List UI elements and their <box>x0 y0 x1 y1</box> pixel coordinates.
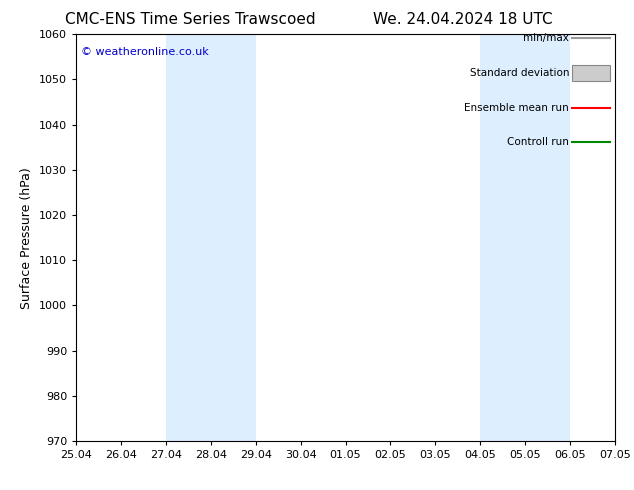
Text: © weatheronline.co.uk: © weatheronline.co.uk <box>81 47 209 56</box>
Y-axis label: Surface Pressure (hPa): Surface Pressure (hPa) <box>20 167 34 309</box>
Text: min/max: min/max <box>523 33 569 44</box>
Text: Controll run: Controll run <box>507 137 569 147</box>
Bar <box>480 34 570 441</box>
Text: Standard deviation: Standard deviation <box>470 68 569 78</box>
Text: Ensemble mean run: Ensemble mean run <box>465 102 569 113</box>
Bar <box>166 34 256 441</box>
Text: We. 24.04.2024 18 UTC: We. 24.04.2024 18 UTC <box>373 12 553 27</box>
Text: CMC-ENS Time Series Trawscoed: CMC-ENS Time Series Trawscoed <box>65 12 316 27</box>
Bar <box>572 65 610 81</box>
